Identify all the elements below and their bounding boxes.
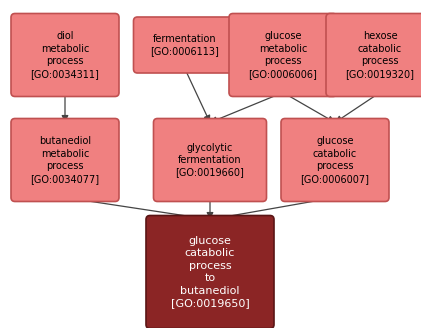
Text: glucose
metabolic
process
[GO:0006006]: glucose metabolic process [GO:0006006]: [248, 31, 317, 79]
Text: hexose
catabolic
process
[GO:0019320]: hexose catabolic process [GO:0019320]: [346, 31, 415, 79]
FancyBboxPatch shape: [11, 118, 119, 201]
Text: glucose
catabolic
process
[GO:0006007]: glucose catabolic process [GO:0006007]: [301, 136, 370, 184]
FancyBboxPatch shape: [146, 215, 274, 328]
FancyBboxPatch shape: [281, 118, 389, 201]
Text: fermentation
[GO:0006113]: fermentation [GO:0006113]: [151, 34, 219, 56]
FancyBboxPatch shape: [326, 13, 421, 96]
FancyBboxPatch shape: [11, 13, 119, 96]
Text: diol
metabolic
process
[GO:0034311]: diol metabolic process [GO:0034311]: [31, 31, 99, 79]
FancyBboxPatch shape: [229, 13, 337, 96]
Text: glucose
catabolic
process
to
butanediol
[GO:0019650]: glucose catabolic process to butanediol …: [171, 236, 249, 308]
FancyBboxPatch shape: [154, 118, 266, 201]
Text: glycolytic
fermentation
[GO:0019660]: glycolytic fermentation [GO:0019660]: [176, 143, 245, 177]
Text: butanediol
metabolic
process
[GO:0034077]: butanediol metabolic process [GO:0034077…: [30, 136, 99, 184]
FancyBboxPatch shape: [133, 17, 237, 73]
